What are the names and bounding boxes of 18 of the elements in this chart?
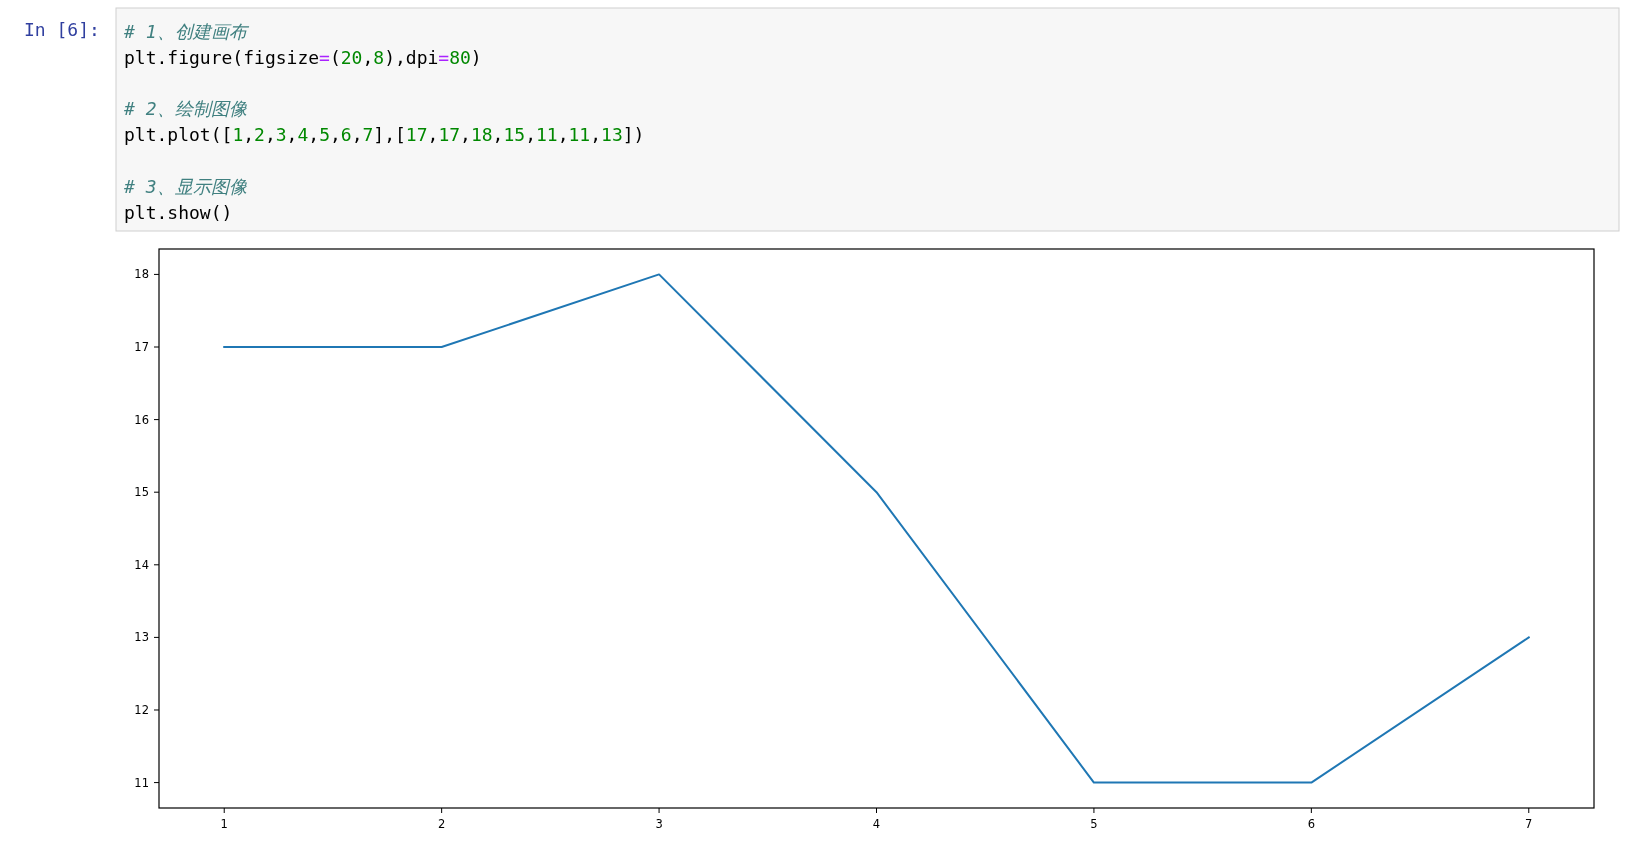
y-tick-label: 13	[134, 630, 149, 645]
x-tick-label: 4	[872, 817, 881, 831]
line-series	[223, 273, 1530, 784]
y-tick-label: 14	[134, 557, 149, 572]
x-tick-label: 2	[437, 817, 446, 831]
y-tick-label: 12	[134, 702, 149, 717]
text: # 1、创建画布 plt.figure(figsize=(20,8),dpi=80) # 2、绘制图像 plt.plot([1,2,3,4,5,6,7],[17,17,18,15,11,11,13]) # 3、显示图像 plt.show()	[124, 21, 645, 223]
x-tick-label: 5	[1090, 817, 1098, 831]
x-tick-label: 7	[1525, 817, 1533, 831]
y-tick-label: 15	[134, 485, 149, 500]
x-tick-label: 6	[1307, 817, 1316, 831]
x-tick-label: 1	[220, 817, 228, 831]
y-tick-label: 16	[134, 412, 149, 427]
x-tick-label: 3	[655, 817, 663, 831]
text: In [6]:	[24, 19, 100, 40]
y-tick-label: 11	[134, 775, 149, 790]
y-tick-label: 17	[134, 340, 149, 355]
y-tick-label: 18	[134, 267, 149, 282]
